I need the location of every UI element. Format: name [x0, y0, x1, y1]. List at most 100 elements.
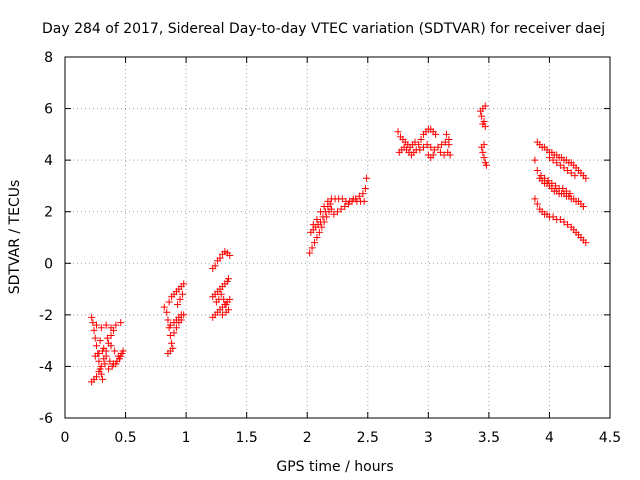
- data-point: [168, 339, 176, 347]
- grid-lines: [65, 57, 610, 418]
- data-point: [440, 151, 448, 159]
- data-point: [341, 203, 349, 211]
- data-point: [226, 252, 234, 260]
- data-point: [479, 148, 487, 156]
- data-point: [411, 138, 419, 146]
- data-point: [360, 197, 368, 205]
- data-point: [101, 360, 109, 368]
- data-point: [334, 208, 341, 216]
- data-point: [89, 319, 97, 327]
- y-tick-label: 2: [44, 205, 53, 221]
- data-point: [222, 308, 230, 316]
- data-point: [324, 197, 332, 205]
- data-point: [394, 128, 402, 136]
- data-point: [180, 311, 188, 319]
- data-point: [545, 154, 553, 162]
- data-point: [166, 331, 174, 339]
- data-point: [416, 146, 424, 154]
- data-point: [327, 205, 335, 213]
- chart-title: Day 284 of 2017, Sidereal Day-to-day VTE…: [42, 21, 605, 37]
- data-point: [317, 218, 325, 226]
- data-point: [319, 213, 327, 221]
- data-point: [95, 357, 103, 365]
- data-point: [95, 350, 103, 358]
- data-point: [481, 102, 489, 110]
- plot-frame: [64, 56, 611, 419]
- data-point: [363, 174, 371, 182]
- x-tick-label: 4: [545, 430, 554, 446]
- data-point: [225, 275, 232, 283]
- data-point: [211, 262, 219, 270]
- data-point: [549, 156, 557, 164]
- data-point: [216, 254, 224, 262]
- data-point: [318, 223, 326, 231]
- data-point: [107, 342, 115, 350]
- data-point: [166, 321, 174, 329]
- data-point: [306, 249, 314, 257]
- data-point: [170, 329, 178, 337]
- data-point: [177, 316, 185, 324]
- data-point: [105, 365, 113, 373]
- data-point: [92, 342, 100, 350]
- data-point: [317, 208, 325, 216]
- y-tick-label: 6: [44, 102, 53, 118]
- data-point: [102, 352, 110, 360]
- data-point: [102, 321, 110, 329]
- data-point: [108, 362, 116, 370]
- x-tick-label: 3.5: [478, 430, 500, 446]
- data-point: [479, 120, 487, 128]
- data-point: [310, 239, 318, 247]
- data-point: [226, 295, 234, 303]
- data-point: [344, 200, 352, 208]
- data-point: [111, 347, 119, 355]
- data-point: [116, 355, 123, 363]
- data-point: [480, 154, 488, 162]
- data-point: [541, 174, 549, 182]
- data-point: [218, 311, 226, 319]
- data-point: [544, 177, 552, 185]
- data-point: [552, 182, 559, 190]
- data-point: [313, 215, 321, 223]
- data-point: [166, 347, 174, 355]
- data-point: [478, 112, 486, 120]
- data-point: [446, 151, 454, 159]
- data-point: [560, 164, 568, 172]
- data-point: [112, 360, 120, 368]
- data-point: [549, 213, 557, 221]
- data-point: [97, 324, 105, 332]
- data-point: [359, 190, 367, 198]
- data-point: [338, 195, 346, 203]
- data-point: [443, 130, 450, 138]
- data-point: [537, 172, 545, 180]
- data-point: [571, 172, 579, 180]
- data-point: [559, 185, 567, 193]
- data-point: [556, 215, 564, 223]
- data-point: [429, 151, 437, 159]
- plot-border: [64, 56, 611, 419]
- data-point: [330, 210, 338, 218]
- data-point: [222, 301, 230, 309]
- data-point: [419, 143, 427, 151]
- data-point: [315, 228, 323, 236]
- data-point: [438, 141, 446, 149]
- data-point: [430, 146, 438, 154]
- data-point: [220, 295, 228, 303]
- data-point: [480, 141, 488, 149]
- data-point: [96, 337, 104, 345]
- data-point: [91, 352, 99, 360]
- data-point: [92, 321, 100, 329]
- data-point: [100, 344, 108, 352]
- y-tick-label: 8: [44, 50, 53, 66]
- data-point: [95, 368, 103, 376]
- data-point: [445, 136, 453, 144]
- x-tick-label: 4.5: [599, 430, 621, 446]
- x-axis: 0 0.5 1 1.5 2 2.5 3 3.5 4 4.5: [61, 57, 621, 446]
- x-tick-label: 0: [61, 430, 70, 446]
- data-point: [90, 326, 98, 334]
- data-point: [582, 239, 590, 247]
- x-tick-label: 1: [182, 430, 191, 446]
- y-tick-label: 0: [44, 256, 53, 272]
- data-point: [92, 373, 100, 381]
- data-point: [99, 375, 107, 383]
